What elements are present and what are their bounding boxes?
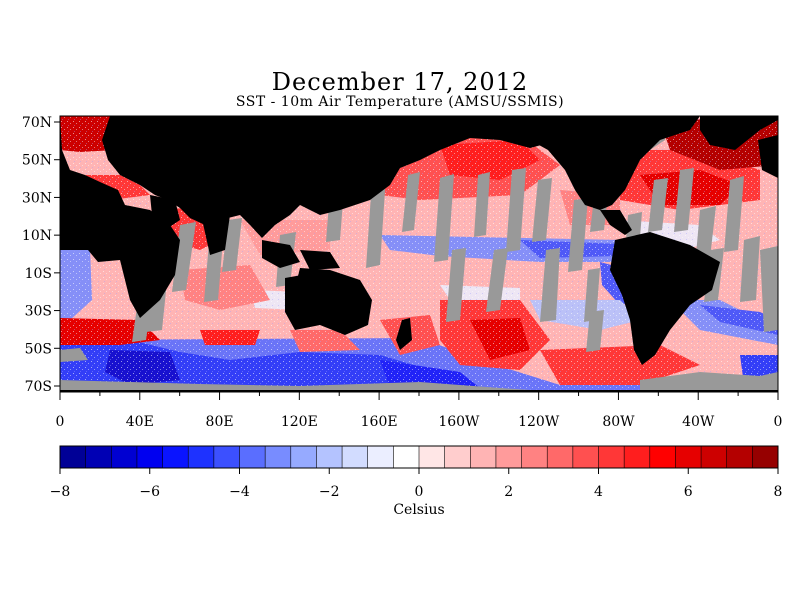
longitude-label: 160E <box>361 414 398 430</box>
latitude-label: 50S <box>25 341 52 357</box>
colorbar-segment <box>572 446 599 468</box>
colorbar-segment <box>162 446 189 468</box>
colorbar-segment <box>701 446 728 468</box>
longitude-label: 0 <box>774 414 783 430</box>
map-title: December 17, 2012 <box>271 68 529 96</box>
colorbar-segment <box>213 446 240 468</box>
latitude-label: 70S <box>25 379 52 395</box>
colorbar-segment <box>649 446 676 468</box>
longitude-axis: 0 40E 80E 120E 160E 160W 120W 80W 40W 0 <box>56 392 783 430</box>
longitude-label: 80E <box>206 414 234 430</box>
colorbar-segment <box>419 446 446 468</box>
latitude-label: 10S <box>25 266 52 282</box>
colorbar-segment <box>85 446 112 468</box>
latitude-label: 70N <box>22 115 52 131</box>
colorbar-tick-label: 6 <box>684 484 693 500</box>
colorbar-tick-label: 8 <box>774 484 783 500</box>
colorbar-segment <box>111 446 138 468</box>
longitude-label: 40W <box>682 414 715 430</box>
colorbar-segment <box>675 446 702 468</box>
colorbar-segment <box>444 446 471 468</box>
longitude-label: 40E <box>126 414 154 430</box>
colorbar-segment <box>367 446 394 468</box>
colorbar-segment <box>342 446 369 468</box>
colorbar-segment <box>265 446 292 468</box>
longitude-label: 80W <box>602 414 635 430</box>
colorbar-segment <box>521 446 548 468</box>
colorbar-tick-label: 2 <box>504 484 513 500</box>
colorbar-segment <box>60 446 87 468</box>
colorbar-segment <box>726 446 753 468</box>
colorbar-tick-label: −8 <box>50 484 71 500</box>
colorbar-segment <box>239 446 266 468</box>
colorbar-tick-label: −2 <box>319 484 340 500</box>
colorbar-segment <box>624 446 651 468</box>
colorbar-tick-label: 0 <box>415 484 424 500</box>
latitude-label: 30S <box>25 304 52 320</box>
colorbar-unit-label: Celsius <box>393 502 444 518</box>
colorbar-segment <box>136 446 164 468</box>
colorbar-tick-label: −4 <box>229 484 250 500</box>
colorbar-segment <box>290 446 317 468</box>
longitude-label: 120W <box>518 414 560 430</box>
latitude-label: 10N <box>22 228 52 244</box>
longitude-label: 120E <box>281 414 318 430</box>
latitude-axis: 70N 50N 30N 10N 10S 30S 50S 70S <box>22 115 60 395</box>
colorbar-segment <box>547 446 574 468</box>
colorbar-segment <box>470 446 497 468</box>
colorbar-segment <box>188 446 215 468</box>
colorbar-tick-label: 4 <box>594 484 603 500</box>
colorbar-segment <box>316 446 343 468</box>
colorbar-segment <box>495 446 523 468</box>
colorbar-ticks: −8 −6 −4 −2 0 2 4 6 8 <box>50 468 783 500</box>
map-panel <box>60 116 778 392</box>
map-subtitle: SST - 10m Air Temperature (AMSU/SSMIS) <box>235 94 565 110</box>
longitude-label: 0 <box>56 414 65 430</box>
longitude-label: 160W <box>438 414 480 430</box>
latitude-label: 50N <box>22 153 52 169</box>
colorbar-tick-label: −6 <box>139 484 160 500</box>
colorbar-segment <box>598 446 625 468</box>
colorbar <box>59 445 779 469</box>
colorbar-segment <box>752 446 779 468</box>
latitude-label: 30N <box>22 190 52 206</box>
colorbar-segment <box>393 446 420 468</box>
